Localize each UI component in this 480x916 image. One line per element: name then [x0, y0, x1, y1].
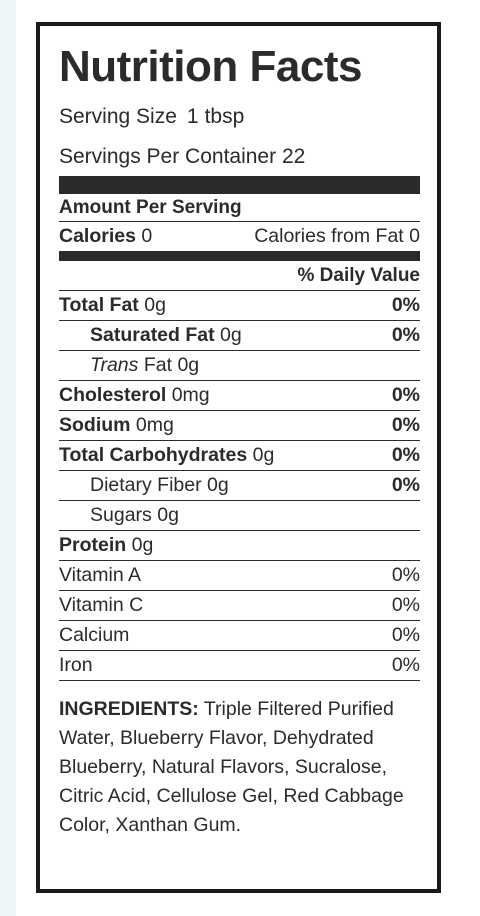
vitamin-row-vitamin-a: Vitamin A 0%	[59, 560, 420, 590]
nutrition-label: Nutrition Facts Serving Size 1 tbsp Servin…	[36, 22, 441, 893]
nutrient-row-dietary-fiber: Dietary Fiber 0g 0%	[59, 470, 420, 500]
ingredients-text: Triple Filtered Purified Water, Blueberr…	[59, 698, 404, 836]
divider-medium	[59, 251, 420, 261]
servings-per-container: Servings Per Container 22	[59, 145, 306, 168]
amount-per-serving: Amount Per Serving	[59, 197, 242, 218]
vitamin-dv: 0%	[391, 654, 420, 676]
nutrient-dv: 0%	[391, 444, 420, 466]
vitamin-row-calcium: Calcium 0%	[59, 620, 420, 650]
nutrient-row-sugars: Sugars 0g	[59, 500, 420, 530]
nutrient-dv: 0%	[391, 474, 420, 496]
vitamin-name: Vitamin C	[59, 594, 144, 616]
nutrient-name: Total Carbohydrates 0g	[59, 444, 275, 466]
nutrient-row-saturated-fat: Saturated Fat 0g 0%	[59, 320, 420, 350]
vitamin-name: Vitamin A	[59, 564, 142, 586]
vitamin-row-vitamin-c: Vitamin C 0%	[59, 590, 420, 620]
nutrient-row-total-fat: Total Fat 0g 0%	[59, 290, 420, 320]
calories: Calories 0	[59, 222, 152, 251]
calories-row: Calories 0 Calories from Fat 0	[59, 221, 420, 251]
calories-from-fat: Calories from Fat 0	[254, 225, 420, 247]
vitamin-dv: 0%	[391, 624, 420, 646]
vitamin-dv: 0%	[391, 564, 420, 586]
vitamin-name: Iron	[59, 654, 93, 676]
label-title: Nutrition Facts	[59, 42, 362, 91]
serving-size-label: Serving Size	[59, 105, 177, 128]
nutrient-dv: 0%	[391, 414, 420, 436]
ingredients-heading: INGREDIENTS:	[59, 698, 199, 720]
nutrient-name: Sodium 0mg	[59, 414, 174, 436]
nutrient-name: Sugars 0g	[90, 504, 179, 526]
serving-size-unit: tbsp	[204, 105, 245, 128]
nutrient-name: Protein 0g	[59, 534, 154, 556]
serving-size: Serving Size 1 tbsp	[59, 104, 420, 130]
ingredients: INGREDIENTS: Triple Filtered Purified Wa…	[59, 695, 420, 840]
nutrient-row-protein: Protein 0g	[59, 530, 420, 560]
nutrient-row-total-carbohydrates: Total Carbohydrates 0g 0%	[59, 440, 420, 470]
nutrition-label-content: Nutrition Facts Serving Size 1 tbsp Servin…	[59, 40, 420, 840]
vitamin-row-iron: Iron 0%	[59, 650, 420, 680]
nutrient-name: Cholesterol 0mg	[59, 384, 210, 406]
nutrient-dv: 0%	[391, 384, 420, 406]
divider-bottom	[59, 680, 420, 681]
daily-value-header: % Daily Value	[297, 265, 420, 286]
serving-size-value: 1	[186, 105, 199, 128]
nutrient-row-sodium: Sodium 0mg 0%	[59, 410, 420, 440]
nutrient-name: Saturated Fat 0g	[90, 324, 242, 346]
nutrient-name: Dietary Fiber 0g	[90, 474, 229, 496]
vitamin-dv: 0%	[391, 594, 420, 616]
vitamin-name: Calcium	[59, 624, 130, 646]
nutrient-dv: 0%	[391, 324, 420, 346]
calories-label: Calories	[59, 225, 136, 247]
nutrient-row-trans-fat: Trans Fat 0g	[59, 350, 420, 380]
nutrient-row-cholesterol: Cholesterol 0mg 0%	[59, 380, 420, 410]
calories-value: 0	[141, 225, 153, 247]
nutrient-name: Total Fat 0g	[59, 294, 166, 316]
nutrient-dv: 0%	[391, 294, 420, 316]
nutrient-name: Trans Fat 0g	[90, 354, 200, 376]
left-edge-strip	[0, 0, 16, 916]
divider-thick	[59, 176, 420, 194]
